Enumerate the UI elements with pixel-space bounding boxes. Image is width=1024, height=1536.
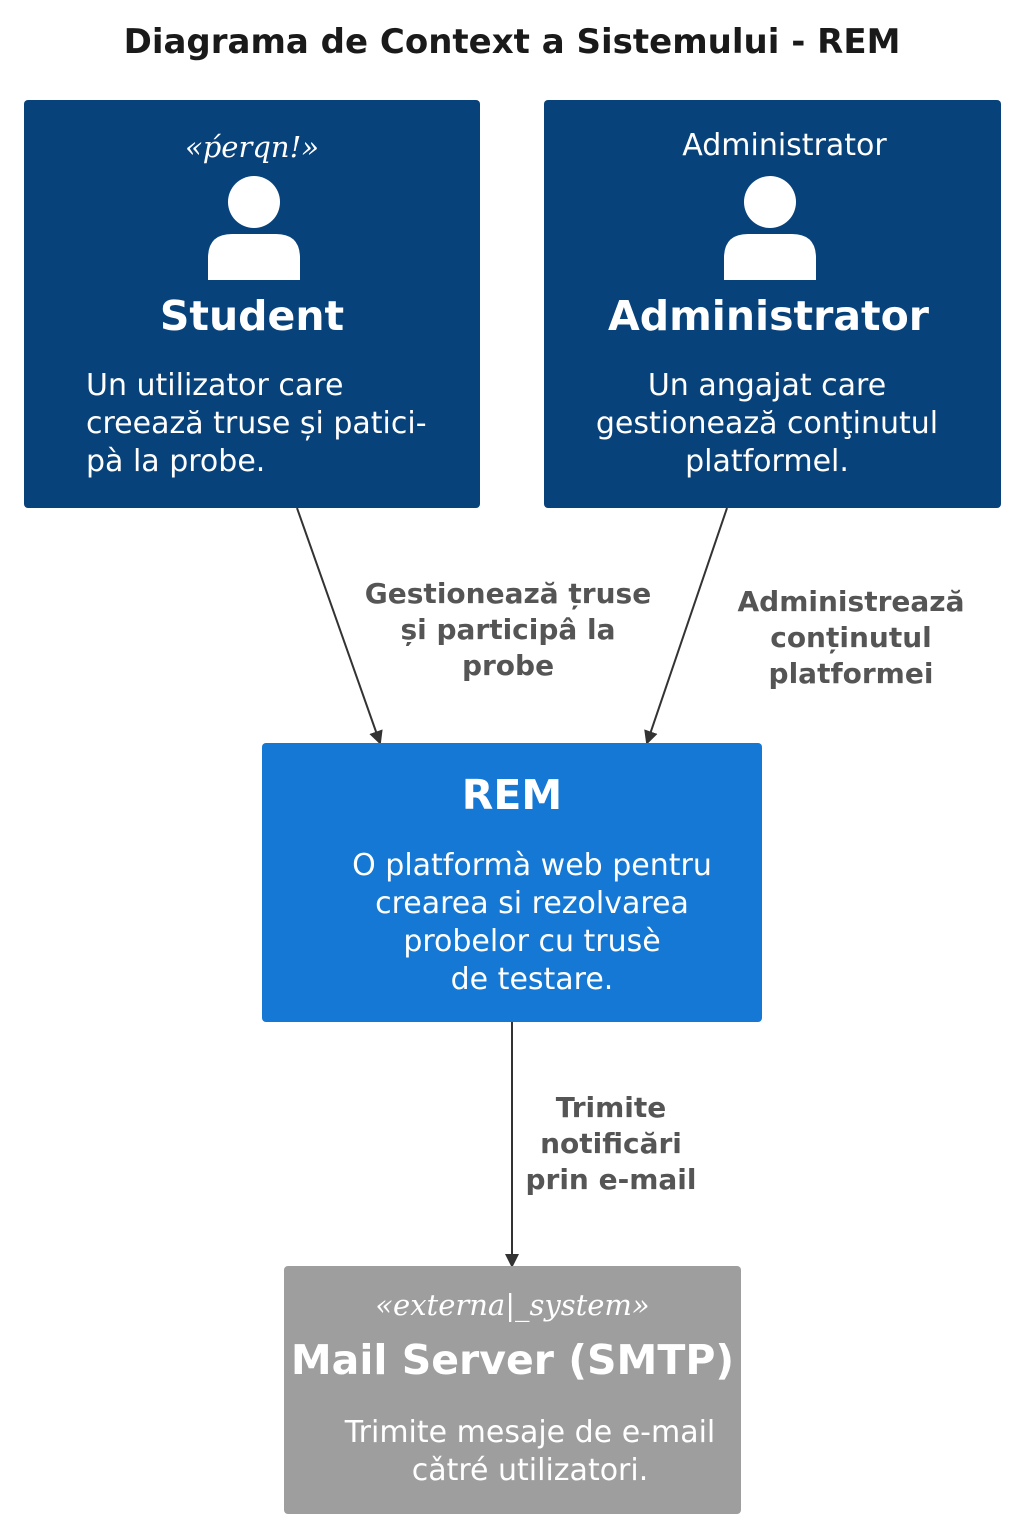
- rem-name: REM: [461, 771, 563, 819]
- person-icon: [208, 176, 300, 284]
- administrator-node[interactable]: Administrator Administrator Un angajat c…: [544, 100, 1001, 508]
- administrator-description: Un angajat care gestionează conţinutul p…: [595, 368, 939, 479]
- administrator-name: Administrator: [608, 292, 929, 340]
- diagram-title: Diagrama de Context a Sistemului - REM: [123, 22, 901, 62]
- administrator-stereotype: Administrator: [682, 128, 887, 163]
- edge-student-to-rem: [296, 507, 383, 745]
- mail-stereotype: «externa|_system»: [375, 1288, 650, 1322]
- edge-label-student-rem: Gestionează țruse și participâ la probe: [364, 577, 652, 682]
- student-stereotype: «ṕerqn!»: [185, 130, 319, 164]
- person-icon: [724, 176, 816, 284]
- mail-description: Trimite mesaje de e-mail cǎtré utilizato…: [344, 1415, 716, 1488]
- edge-label-rem-mail: Trimite notificări prin e-mail: [525, 1091, 697, 1196]
- edge-label-admin-rem: Administrează conținutul platformei: [737, 585, 965, 690]
- student-node[interactable]: «ṕerqn!» Student Un utilizator care cree…: [24, 100, 480, 508]
- rem-description: O platformà web pentru crearea si rezolv…: [352, 848, 712, 997]
- rem-system-node[interactable]: REM O platformà web pentru crearea si re…: [262, 743, 762, 1022]
- edge-admin-to-rem: [644, 507, 728, 745]
- mail-name: Mail Server (SMTP): [290, 1336, 735, 1384]
- student-description: Un utilizator care creează truse și pati…: [86, 368, 427, 479]
- student-name: Student: [159, 292, 345, 340]
- mail-server-node[interactable]: «externa|_system» Mail Server (SMTP) Tri…: [284, 1266, 741, 1514]
